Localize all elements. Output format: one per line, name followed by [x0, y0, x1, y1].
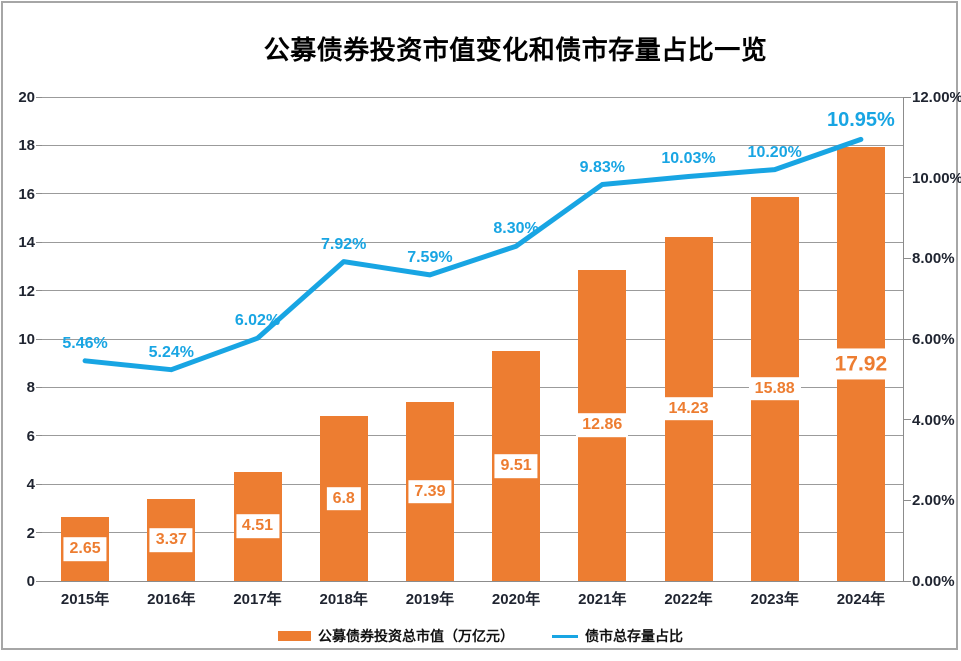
left-axis-tick	[36, 532, 42, 534]
right-axis-tick-label: 0.00%	[912, 573, 955, 590]
line-point-label: 9.83%	[579, 158, 625, 176]
x-axis-tick-label: 2017年	[233, 591, 282, 608]
left-axis-tick-label: 14	[18, 234, 35, 252]
right-y-axis-line	[903, 97, 904, 581]
line-point-label: 7.92%	[321, 235, 367, 253]
x-axis-tick-label: 2024年	[836, 591, 886, 608]
x-axis-tick-label: 2021年	[578, 591, 627, 608]
chart-title: 公募债券投资市值变化和债市存量占比一览	[263, 35, 768, 65]
left-axis-tick	[36, 241, 42, 243]
legend-label-line-series: 债市总存量占比	[585, 628, 683, 644]
legend-item-bar-series: 公募债券投资总市值（万亿元）	[278, 626, 514, 646]
bar-value-label: 9.51	[494, 454, 538, 478]
right-axis-tick	[904, 96, 911, 98]
x-axis-tick-label: 2016年	[147, 591, 196, 608]
bar-value-label: 6.8	[326, 486, 361, 511]
bar-value-label: 15.88	[748, 377, 801, 401]
bar-value-label: 3.37	[149, 528, 193, 553]
left-axis-tick	[36, 386, 42, 388]
gridline	[42, 193, 904, 195]
left-axis-tick-label: 4	[26, 476, 35, 494]
legend-item-line-series: 债市总存量占比	[552, 626, 683, 646]
legend: 公募债券投资总市值（万亿元） 债市总存量占比	[0, 626, 961, 646]
bar-value-label: 2.65	[63, 537, 107, 561]
line-point-label: 5.24%	[148, 343, 194, 361]
bar-series-swatch-icon	[278, 631, 311, 641]
gridline	[42, 290, 904, 292]
right-axis-tick-label: 4.00%	[912, 411, 955, 429]
legend-label-bar-series: 公募债券投资总市值（万亿元）	[318, 628, 514, 644]
left-axis-tick-label: 8	[26, 379, 35, 397]
gridline	[42, 144, 904, 146]
left-axis-tick	[36, 96, 42, 98]
left-axis-tick-label: 18	[18, 137, 35, 155]
bar-value-label: 14.23	[662, 397, 715, 421]
right-axis-tick	[904, 580, 911, 582]
bar-value-label: 7.39	[408, 479, 452, 504]
line-series-swatch-icon	[552, 634, 578, 638]
left-axis-tick-label: 0	[26, 573, 35, 590]
left-axis-tick	[36, 193, 42, 195]
left-axis-tick	[36, 144, 42, 146]
right-axis-tick-label: 12.00%	[912, 89, 961, 106]
left-axis-tick	[36, 290, 42, 292]
right-axis-tick	[904, 177, 911, 179]
left-axis-tick	[36, 580, 42, 582]
right-axis-tick	[904, 338, 911, 340]
bar-value-label: 12.86	[576, 413, 629, 438]
right-axis-tick	[904, 499, 911, 501]
line-point-label: 7.59%	[407, 248, 453, 266]
line-point-label: 10.95%	[826, 109, 895, 132]
gridline	[42, 435, 904, 437]
left-axis-tick	[36, 435, 42, 437]
x-axis-tick-label: 2022年	[664, 591, 713, 608]
line-series	[82, 136, 864, 373]
left-axis-tick-label: 6	[26, 427, 35, 445]
left-axis-tick-label: 20	[18, 89, 35, 106]
left-axis-tick-label: 16	[18, 185, 35, 203]
bar-value-label: 4.51	[235, 514, 280, 539]
gridline	[42, 338, 904, 340]
right-axis-tick-label: 10.00%	[912, 169, 961, 187]
right-axis-tick	[904, 257, 911, 259]
gridline	[42, 241, 904, 243]
x-axis-line	[42, 581, 904, 582]
line-point-label: 10.03%	[661, 150, 716, 168]
gridline	[42, 483, 904, 485]
line-point-label: 6.02%	[234, 312, 281, 330]
right-axis-tick-label: 8.00%	[912, 250, 955, 268]
x-axis-tick-label: 2019年	[405, 591, 455, 608]
line-point-label: 8.30%	[493, 220, 539, 238]
right-axis-tick	[904, 419, 911, 421]
line-point-label: 10.20%	[747, 143, 802, 161]
x-axis-tick-label: 2020年	[491, 591, 541, 608]
left-axis-tick-label: 2	[26, 524, 35, 542]
left-axis-tick	[36, 483, 42, 485]
x-axis-tick-label: 2015年	[60, 591, 110, 608]
right-axis-tick-label: 2.00%	[912, 492, 955, 510]
gridline	[42, 386, 904, 388]
left-axis-tick-label: 12	[18, 282, 35, 300]
gridline	[42, 96, 904, 98]
left-axis-tick-label: 10	[18, 331, 35, 348]
x-axis-tick-label: 2023年	[750, 591, 799, 608]
left-axis-tick	[36, 338, 42, 340]
bar-value-label: 17.92	[826, 348, 896, 380]
gridline	[42, 532, 904, 534]
plot-area: 2.65 3.37 4.51 6.8 7.39 9.51 12.86 14.23 15.88 17…	[36, 96, 911, 582]
line-point-label: 5.46%	[62, 334, 108, 352]
right-axis-tick-label: 6.00%	[912, 331, 955, 348]
x-axis-tick-label: 2018年	[319, 591, 368, 608]
line-series-path	[82, 136, 864, 373]
